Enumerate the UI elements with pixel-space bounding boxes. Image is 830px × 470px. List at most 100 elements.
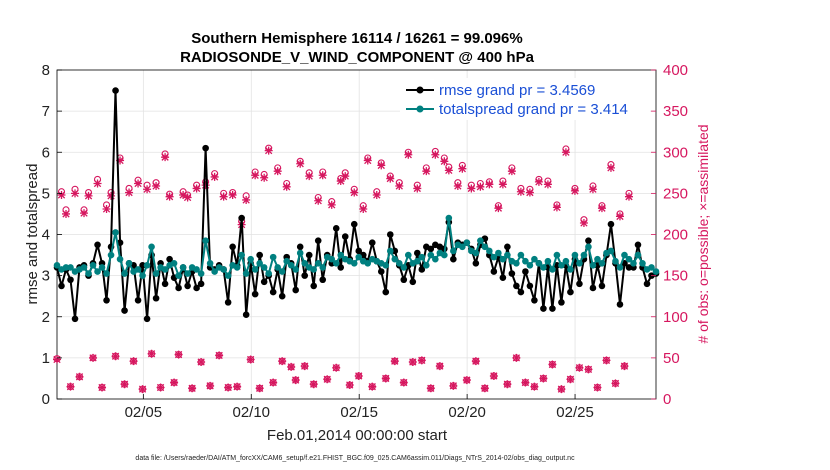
assimilated-obs-point [485,180,494,189]
legend-label-rmse: rmse grand pr = 3.4569 [439,82,595,99]
assimilated-obs-point [273,167,282,176]
totalspread-point [598,259,606,267]
totalspread-point [125,259,133,267]
assimilated-obs-point [597,204,606,213]
assimilated-obs-point [368,382,377,391]
totalspread-point [247,255,254,263]
assimilated-obs-point [197,357,206,366]
rmse-point [292,286,299,294]
y-axis-label: rmse and totalspread [24,164,41,305]
totalspread-point [310,266,318,273]
rmse-point [161,280,169,288]
assimilated-obs-point [575,363,584,372]
totalspread-point [251,266,259,273]
totalspread-point [382,262,390,269]
assimilated-obs-point [512,353,521,362]
assimilated-obs-point [611,379,620,388]
totalspread-point [589,262,597,269]
rmse-point [350,220,358,228]
totalspread-point [630,259,637,267]
rmse-point [67,276,74,284]
assimilated-obs-point [543,180,552,189]
assimilated-obs-point [305,172,314,181]
assimilated-obs-point [206,381,215,390]
assimilated-obs-point [494,204,503,213]
assimilated-obs-point [210,172,219,181]
totalspread-point [364,259,372,267]
assimilated-obs-point [390,357,399,366]
rmse-point [112,87,119,94]
rmse-point [278,292,286,300]
assimilated-obs-point [125,188,134,197]
assimilated-obs-point [561,148,570,157]
assimilated-obs-point [399,378,408,387]
assimilated-obs-point [602,356,611,365]
totalspread-point [427,251,435,259]
totalspread-point [522,257,529,265]
rmse-point [310,282,318,290]
assimilated-obs-point [219,192,228,201]
assimilated-obs-point [332,363,341,372]
totalspread-point [540,264,547,271]
rmse-point [319,276,327,284]
totalspread-point [94,268,101,275]
assimilated-obs-point [192,184,201,193]
totalspread-point [549,266,556,273]
y2-tick-label: 50 [663,350,680,367]
rmse-point [143,315,151,323]
x-axis-label: Feb.01,2014 00:00:00 start [267,427,448,444]
totalspread-point [414,257,421,265]
assimilated-obs-point [323,375,332,384]
totalspread-point [404,251,412,259]
y2-tick-label: 250 [663,185,688,202]
totalspread-point [526,262,534,269]
assimilated-obs-point [404,150,413,159]
totalspread-point [242,270,250,277]
totalspread-point [567,266,574,273]
y-tick-label: 2 [42,309,50,326]
totalspread-point [256,259,263,267]
y-tick-label: 1 [42,350,50,367]
assimilated-obs-point [530,382,539,391]
totalspread-point [319,264,327,271]
rmse-point [238,214,245,222]
legend-label-spread: totalspread grand pr = 3.414 [439,101,628,118]
x-tick-label: 02/20 [448,404,486,421]
assimilated-obs-point [282,182,291,191]
assimilated-obs-point [62,209,71,218]
assimilated-obs-point [579,218,588,227]
assimilated-obs-point [183,193,192,202]
totalspread-point [423,262,430,269]
y2-tick-label: 350 [663,103,688,120]
totalspread-point [612,257,619,265]
totalspread-point [143,262,151,269]
x-tick-label: 02/15 [340,404,378,421]
rmse-point [643,280,651,288]
assimilated-obs-point [129,357,138,366]
assimilated-obs-point [615,212,624,221]
totalspread-point [395,259,403,267]
assimilated-obs-point [525,188,534,197]
assimilated-obs-point [71,189,80,198]
totalspread-point [513,259,520,267]
rmse-point [450,255,457,263]
rmse-line [56,89,657,320]
totalspread-point [67,264,74,271]
rmse-point [152,294,160,302]
y2-tick-label: 0 [663,391,671,408]
assimilated-obs-point [624,192,633,201]
assimilated-obs-point [143,185,152,194]
totalspread-point [278,268,286,275]
totalspread-point [463,239,471,247]
assimilated-obs-point [606,163,615,172]
totalspread-point [472,249,480,257]
rmse-point [58,282,65,290]
rmse-point [355,247,363,255]
totalspread-point [450,247,457,255]
totalspread-point [80,264,88,271]
rmse-point [121,307,128,314]
rmse-point [184,282,191,290]
rmse-point [576,280,583,288]
assimilated-obs-point [174,350,183,359]
assimilated-obs-point [269,378,278,387]
